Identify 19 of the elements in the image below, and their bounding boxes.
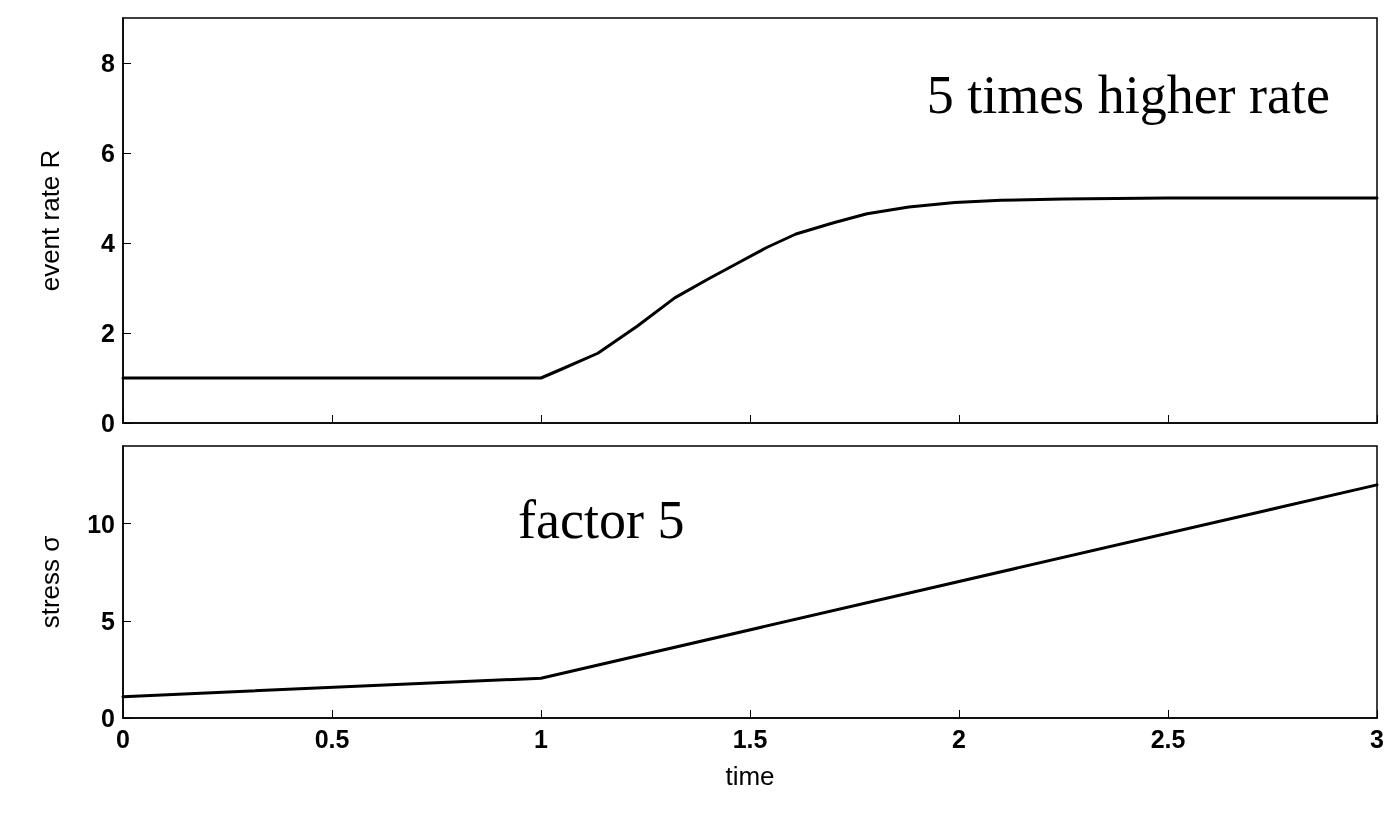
y-tick-label: 8 [101, 49, 116, 77]
y-axis-title: event rate R [35, 149, 65, 292]
y-tick-label: 6 [101, 139, 115, 167]
x-axis-title: time [725, 761, 775, 791]
y-axis-title: stress σ [35, 535, 65, 629]
x-tick-label: 2 [952, 724, 966, 753]
x-tick-label: 0.5 [314, 724, 350, 753]
x-tick-label: 3 [1370, 724, 1384, 753]
y-tick-label: 0 [101, 704, 115, 732]
x-tick-label: 2.5 [1150, 724, 1186, 753]
y-tick-label: 10 [87, 509, 115, 538]
y-tick-label: 5 [101, 606, 116, 635]
x-tick-label: 1 [534, 724, 549, 753]
y-tick-label: 4 [101, 229, 116, 257]
y-tick-label: 0 [101, 409, 115, 437]
x-tick-label: 1.5 [732, 724, 768, 753]
annotation: factor 5 [518, 490, 685, 550]
y-tick-label: 2 [101, 319, 115, 347]
annotation: 5 times higher rate [926, 65, 1331, 125]
